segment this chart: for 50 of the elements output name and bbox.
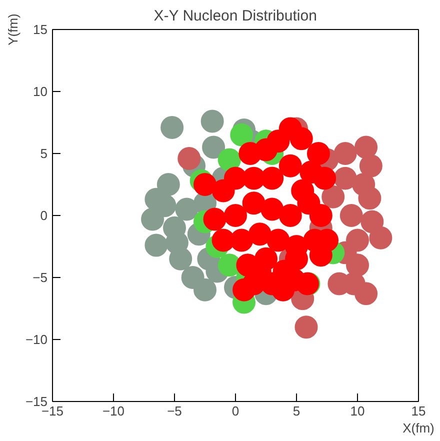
point bbox=[160, 116, 184, 139]
point bbox=[194, 173, 216, 196]
point bbox=[278, 204, 302, 227]
point bbox=[194, 278, 216, 302]
y-tick-label: 15 bbox=[33, 22, 48, 37]
x-tick-label: 10 bbox=[350, 404, 365, 418]
point bbox=[278, 154, 302, 178]
point bbox=[224, 204, 247, 227]
point bbox=[340, 204, 363, 227]
y-tick-label: 0 bbox=[40, 208, 48, 223]
chart-title: X-Y Nucleon Distribution bbox=[154, 8, 317, 24]
y-axis-title: Y(fm) bbox=[5, 14, 20, 46]
point bbox=[260, 198, 284, 221]
point bbox=[242, 192, 266, 215]
y-tick-label: 10 bbox=[33, 84, 48, 99]
y-tick-label: −5 bbox=[32, 270, 48, 285]
point bbox=[322, 185, 345, 208]
point bbox=[369, 226, 392, 250]
point bbox=[254, 138, 278, 162]
point bbox=[334, 142, 357, 165]
y-tick-label: 5 bbox=[40, 146, 48, 161]
point bbox=[156, 173, 180, 196]
point bbox=[294, 316, 318, 339]
x-tick-label: 15 bbox=[411, 404, 426, 418]
point bbox=[144, 234, 168, 257]
point bbox=[266, 228, 290, 252]
point bbox=[248, 222, 272, 246]
point bbox=[178, 146, 201, 170]
y-tick-label: −15 bbox=[25, 394, 48, 409]
x-tick-label: 0 bbox=[232, 404, 240, 418]
point bbox=[203, 208, 226, 231]
point bbox=[334, 166, 357, 190]
point bbox=[313, 166, 336, 190]
point bbox=[290, 127, 313, 150]
point bbox=[230, 123, 254, 146]
point bbox=[218, 148, 241, 172]
y-tick-label: −10 bbox=[25, 332, 48, 347]
point bbox=[359, 154, 382, 178]
x-tick-label: −5 bbox=[167, 404, 182, 418]
point bbox=[346, 254, 369, 277]
point bbox=[358, 186, 382, 210]
x-tick-label: −10 bbox=[102, 404, 125, 418]
x-tick-label: 5 bbox=[292, 404, 300, 418]
point bbox=[200, 110, 224, 133]
point bbox=[202, 136, 226, 159]
point bbox=[354, 136, 378, 159]
point bbox=[309, 204, 332, 227]
point bbox=[306, 142, 330, 165]
x-axis-title: X(fm) bbox=[402, 420, 434, 436]
point bbox=[175, 198, 198, 221]
